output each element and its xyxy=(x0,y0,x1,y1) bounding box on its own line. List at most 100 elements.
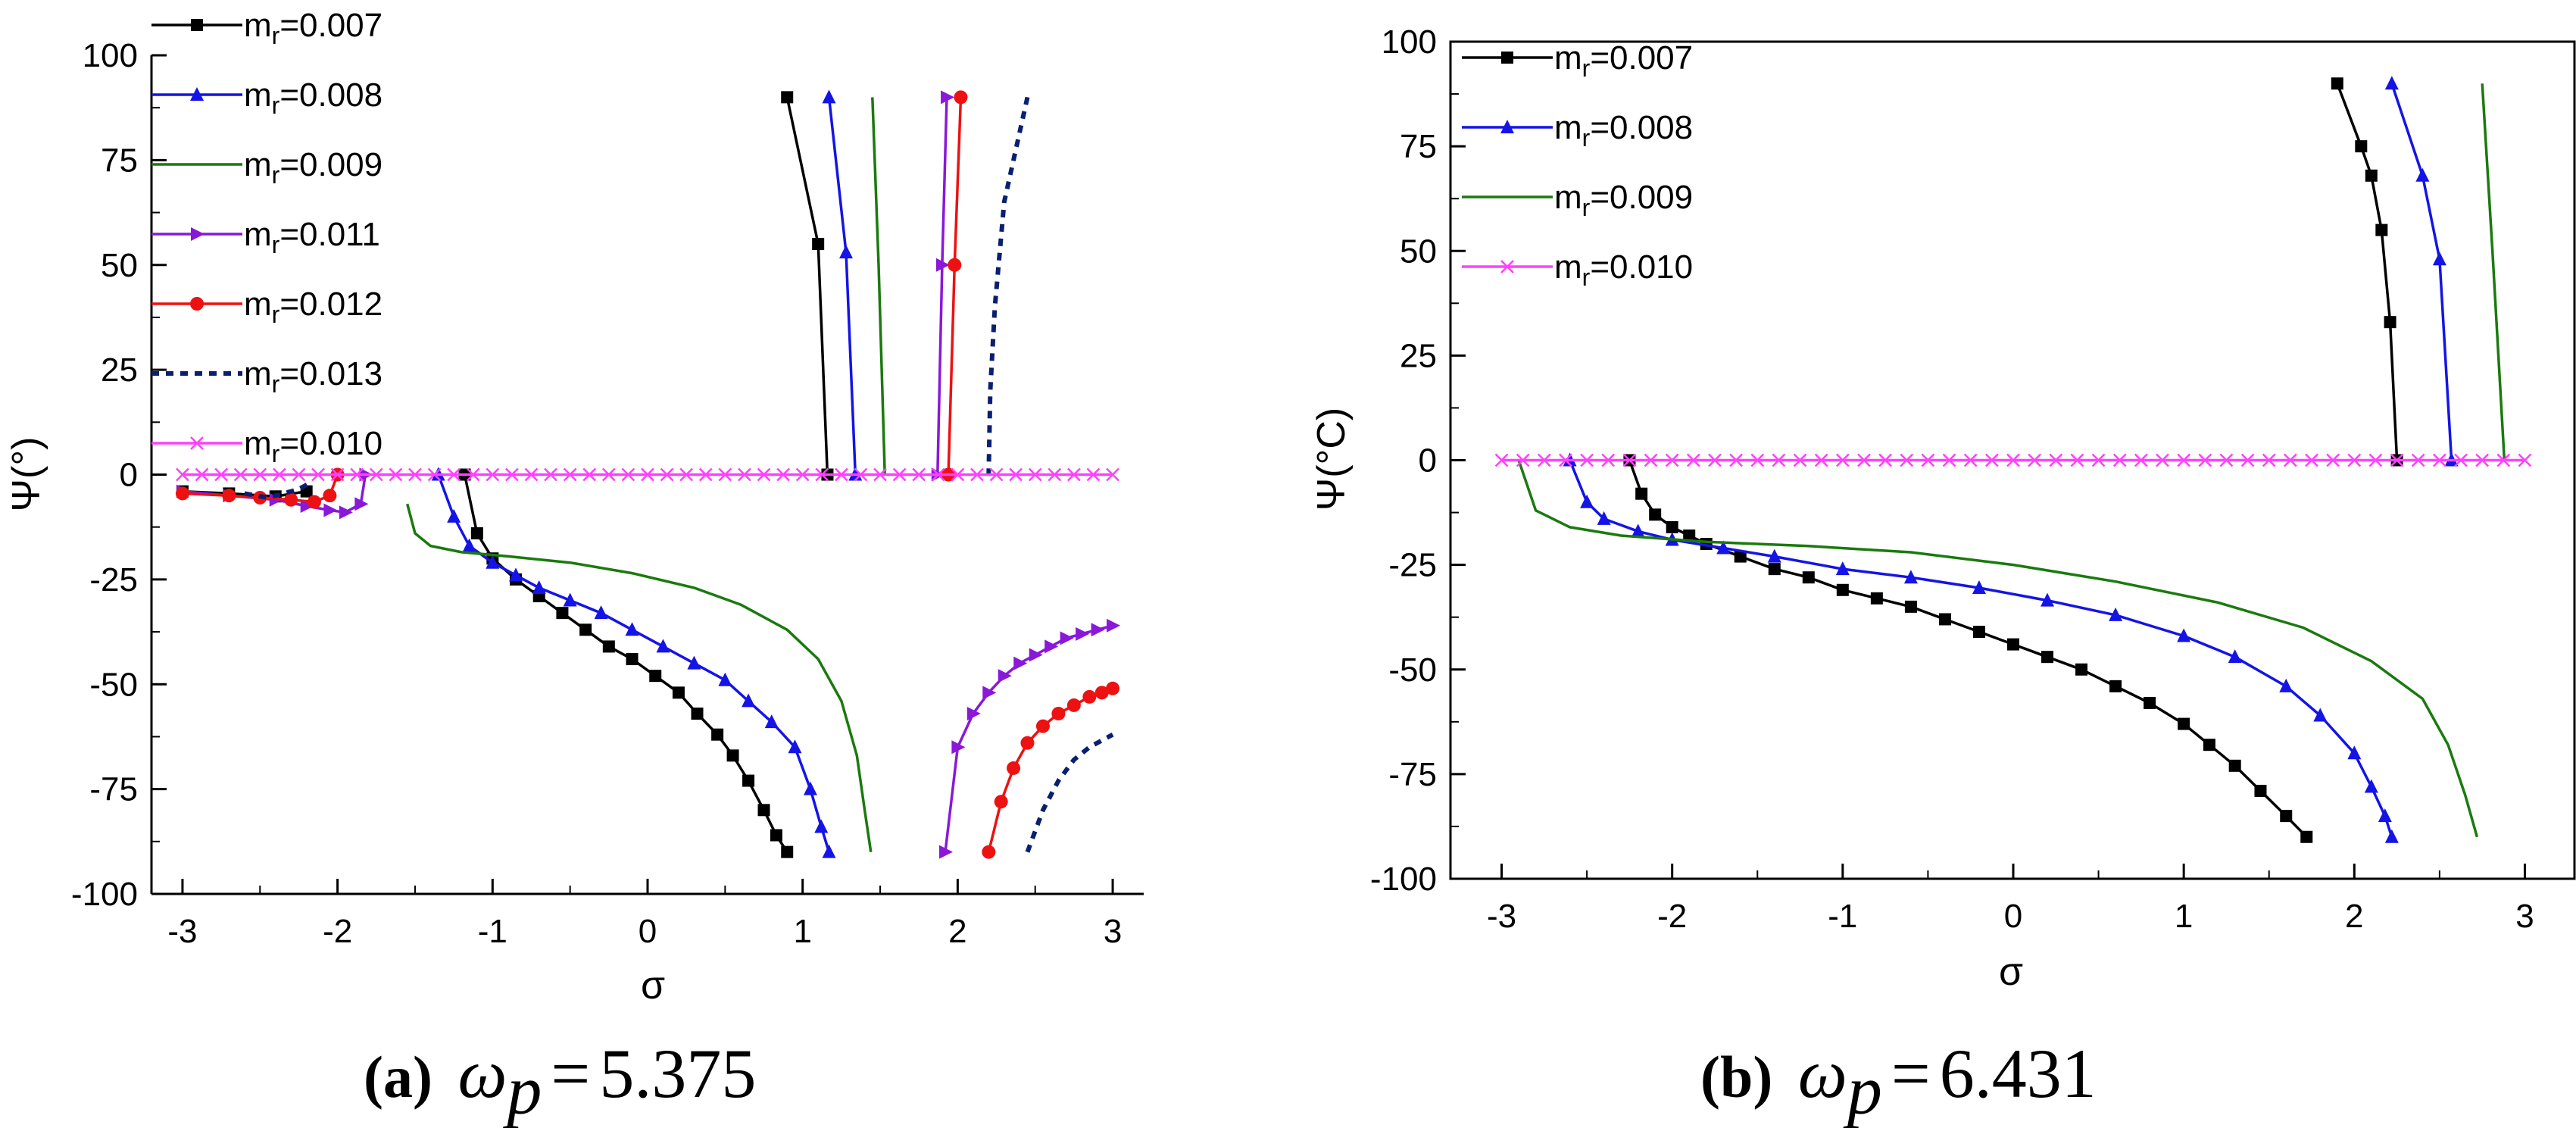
data-point xyxy=(1972,580,1986,595)
data-point xyxy=(935,258,950,272)
series-0.011 xyxy=(176,90,1121,859)
data-point xyxy=(2228,649,2242,664)
data-point xyxy=(1921,453,1935,467)
legend-label-main: m xyxy=(244,216,272,253)
y-tick-label: -50 xyxy=(1388,651,1437,689)
data-point xyxy=(462,538,476,552)
data-point xyxy=(812,238,825,251)
x-tick-label: 0 xyxy=(639,913,657,950)
caption-equals: = xyxy=(1891,1035,1931,1112)
legend-swatch-marker xyxy=(190,297,204,311)
legend-entry: mr=0.012 xyxy=(151,286,382,328)
data-point xyxy=(873,467,887,482)
data-point xyxy=(2390,453,2404,467)
data-point xyxy=(2041,651,2054,664)
caption-label: (b) xyxy=(1700,1044,1788,1110)
series-line xyxy=(437,473,831,853)
data-point xyxy=(563,467,577,482)
data-point xyxy=(2134,453,2148,467)
data-point xyxy=(579,623,592,636)
data-point xyxy=(656,639,670,653)
data-point xyxy=(350,467,364,482)
data-point xyxy=(447,508,461,523)
data-point xyxy=(1094,686,1109,700)
data-point xyxy=(2280,810,2293,823)
data-point xyxy=(2305,453,2318,467)
legend-label-main: m xyxy=(1554,179,1582,216)
data-point xyxy=(2313,708,2328,722)
data-point xyxy=(2041,592,2055,607)
data-point xyxy=(912,467,926,482)
data-point xyxy=(2198,453,2212,467)
x-tick-label: 3 xyxy=(1104,913,1122,950)
series-line xyxy=(785,97,829,475)
caption-equals: = xyxy=(551,1035,590,1112)
data-point xyxy=(2178,717,2190,730)
data-point xyxy=(509,567,523,582)
panel-caption: (b) ωp = 6.431 xyxy=(1700,1035,2097,1128)
data-point xyxy=(970,467,984,482)
data-point xyxy=(679,467,694,482)
legend-label-value: =0.010 xyxy=(1590,248,1693,286)
data-point xyxy=(594,605,608,620)
legend-label-sub: r xyxy=(1582,124,1591,152)
series-line xyxy=(1568,459,2393,838)
legend-label-value: =0.011 xyxy=(279,216,380,253)
caption-label: (a) xyxy=(364,1044,447,1110)
data-point xyxy=(1836,583,1849,596)
legend-swatch-marker xyxy=(191,227,205,241)
y-tick-label: 100 xyxy=(1382,23,1437,61)
x-tick-label: 2 xyxy=(2345,898,2363,935)
data-point xyxy=(1649,508,1662,521)
data-point xyxy=(307,495,321,509)
data-point xyxy=(1716,540,1731,555)
legend-label-main: m xyxy=(244,77,272,114)
data-point xyxy=(1601,453,1616,467)
data-point xyxy=(788,739,802,754)
data-point xyxy=(1106,467,1119,482)
data-point xyxy=(726,749,739,762)
data-point xyxy=(1835,453,1850,467)
data-point xyxy=(2177,628,2191,642)
data-point xyxy=(1870,592,1883,605)
data-point xyxy=(1060,631,1074,645)
data-point xyxy=(2262,453,2276,467)
data-point xyxy=(672,686,685,699)
y-tick-label: 50 xyxy=(101,247,138,284)
data-point xyxy=(718,672,732,686)
data-point xyxy=(1857,453,1871,467)
data-point xyxy=(2112,453,2127,467)
data-point xyxy=(625,622,639,636)
legend-label-value: =0.009 xyxy=(279,146,382,183)
data-point xyxy=(1029,648,1043,662)
data-point xyxy=(660,467,674,482)
data-point xyxy=(2203,739,2215,751)
series-line xyxy=(1025,733,1114,853)
data-point xyxy=(1635,487,1648,500)
legend-entry: mr=0.007 xyxy=(151,7,382,49)
caption-symbol: ω xyxy=(457,1035,507,1112)
data-point xyxy=(466,467,480,482)
y-tick-label: -50 xyxy=(89,666,138,703)
y-tick-label: -75 xyxy=(1388,756,1437,793)
data-point xyxy=(1793,453,1807,467)
legend-entry: mr=0.008 xyxy=(1462,109,1693,152)
data-point xyxy=(470,527,483,539)
data-point xyxy=(1904,600,1917,613)
data-point xyxy=(292,467,306,482)
series-line xyxy=(871,97,886,475)
x-tick-label: -1 xyxy=(1828,898,1857,935)
data-point xyxy=(1750,453,1765,467)
data-point xyxy=(2228,759,2241,772)
data-point xyxy=(1107,618,1121,633)
data-point xyxy=(982,686,997,700)
data-point xyxy=(941,90,955,105)
y-tick-label: 0 xyxy=(120,457,138,494)
data-point xyxy=(1007,761,1021,775)
data-point xyxy=(691,707,704,720)
data-point xyxy=(2091,453,2106,467)
caption-subscript: p xyxy=(1843,1051,1882,1128)
data-point xyxy=(1082,689,1097,704)
legend-label-value: =0.007 xyxy=(279,7,382,44)
